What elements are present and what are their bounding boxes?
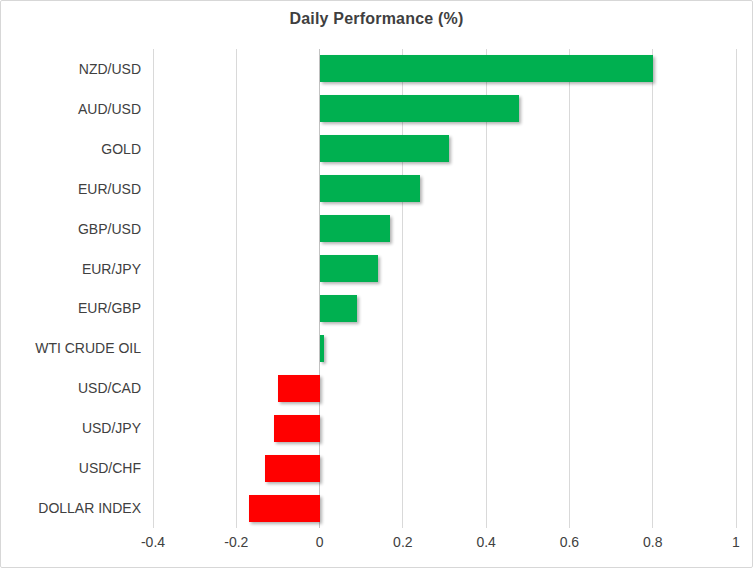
plot-area xyxy=(153,49,736,528)
bar-usd-cad xyxy=(278,375,320,402)
category-label-usd-jpy: USD/JPY xyxy=(82,408,141,448)
daily-performance-chart: Daily Performance (%) NZD/USDAUD/USDGOLD… xyxy=(0,0,753,568)
x-tick-label-0.6: 0.6 xyxy=(560,534,579,550)
bar-usd-jpy xyxy=(274,415,320,442)
bar-nzd-usd xyxy=(320,55,653,82)
category-axis: NZD/USDAUD/USDGOLDEUR/USDGBP/USDEUR/JPYE… xyxy=(1,49,147,528)
gridline-0.8 xyxy=(652,49,653,528)
x-tick-label--0.4: -0.4 xyxy=(141,534,165,550)
x-tick-label--0.2: -0.2 xyxy=(224,534,248,550)
x-tick-label-1: 1 xyxy=(732,534,740,550)
bar-eur-usd xyxy=(320,175,420,202)
category-label-usd-chf: USD/CHF xyxy=(79,448,141,488)
bar-eur-jpy xyxy=(320,255,378,282)
chart-title: Daily Performance (%) xyxy=(1,10,752,28)
gridline--0.4 xyxy=(153,49,154,528)
bar-aud-usd xyxy=(320,95,520,122)
gridline-0.6 xyxy=(569,49,570,528)
category-label-aud-usd: AUD/USD xyxy=(78,89,141,129)
x-tick-label-0.2: 0.2 xyxy=(393,534,412,550)
bar-gold xyxy=(320,135,449,162)
category-label-usd-cad: USD/CAD xyxy=(78,368,141,408)
value-axis: -0.4-0.200.20.40.60.81 xyxy=(153,534,736,556)
bar-eur-gbp xyxy=(320,295,357,322)
bar-gbp-usd xyxy=(320,215,391,242)
category-label-gbp-usd: GBP/USD xyxy=(78,209,141,249)
category-label-eur-gbp: EUR/GBP xyxy=(78,289,141,329)
bar-usd-chf xyxy=(265,455,319,482)
bar-dollar-index xyxy=(249,495,320,522)
category-label-dollar-index: DOLLAR INDEX xyxy=(38,488,141,528)
gridline-1 xyxy=(736,49,737,528)
category-label-nzd-usd: NZD/USD xyxy=(79,49,141,89)
gridline--0.2 xyxy=(236,49,237,528)
category-label-wti-crude-oil: WTI CRUDE OIL xyxy=(35,328,141,368)
x-tick-label-0.4: 0.4 xyxy=(476,534,495,550)
category-label-eur-jpy: EUR/JPY xyxy=(82,249,141,289)
x-tick-label-0: 0 xyxy=(316,534,324,550)
bar-wti-crude-oil xyxy=(320,335,324,362)
x-tick-label-0.8: 0.8 xyxy=(643,534,662,550)
category-label-gold: GOLD xyxy=(101,129,141,169)
category-label-eur-usd: EUR/USD xyxy=(78,169,141,209)
